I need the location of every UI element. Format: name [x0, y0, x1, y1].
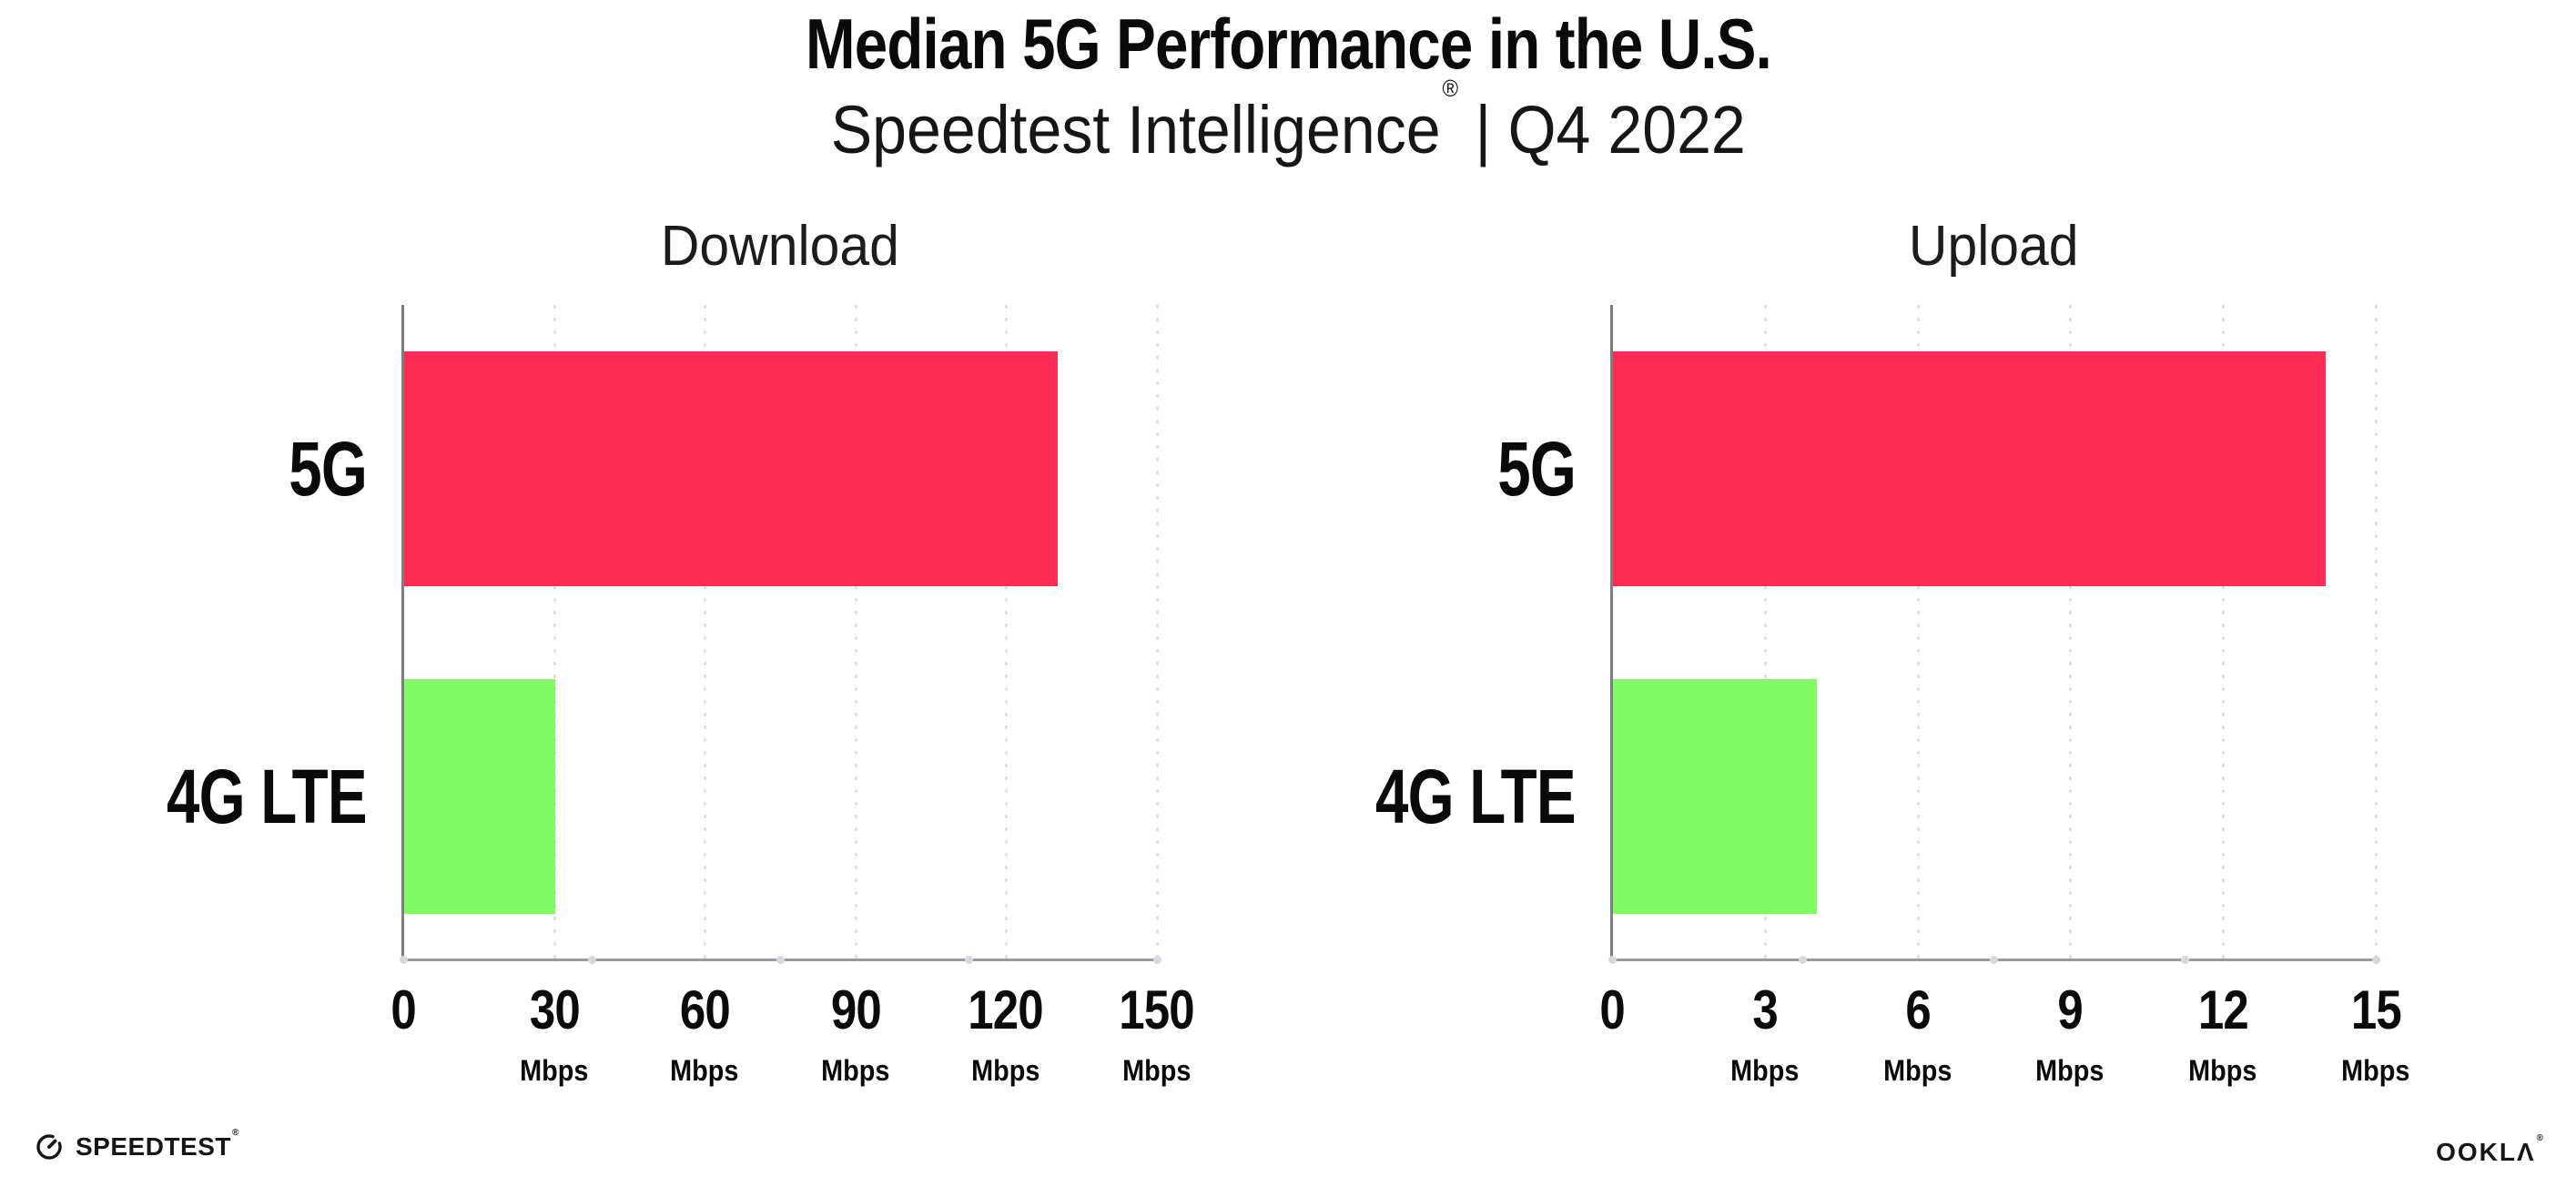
axis-marker-dot: [2181, 956, 2189, 964]
x-tick-value: 6: [1905, 979, 1931, 1040]
page-subtitle-text: Speedtest Intelligence® | Q4 2022: [830, 76, 1746, 167]
x-tick-unit-text: Mbps: [2188, 1054, 2257, 1087]
x-tick-value: 3: [1752, 979, 1778, 1040]
x-tick-label-30-download: 30: [445, 983, 664, 1038]
axis-marker-dot: [776, 956, 785, 964]
x-tick-unit-text: Mbps: [1883, 1054, 1952, 1087]
x-tick-label-9-upload: 9: [1961, 983, 2179, 1038]
axis-marker-dot: [2372, 956, 2380, 964]
gridline-120-download: [1005, 305, 1008, 959]
x-tick-unit-120-download: Mbps: [897, 1056, 1115, 1085]
axis-marker-dot: [1990, 956, 1998, 964]
x-tick-label-60-download: 60: [595, 983, 814, 1038]
gridline-3-upload: [1764, 305, 1767, 959]
subtitle-period: Q4 2022: [1507, 92, 1746, 167]
page-subtitle: Speedtest Intelligence® | Q4 2022: [0, 76, 2576, 167]
x-tick-unit-text: Mbps: [2035, 1054, 2104, 1087]
x-tick-value: 90: [830, 979, 881, 1040]
bar-4g-lte-upload: [1613, 679, 1817, 914]
x-tick-value: 15: [2350, 979, 2401, 1040]
x-tick-unit-text: Mbps: [821, 1054, 890, 1087]
axis-marker-dot: [400, 956, 408, 964]
x-tick-unit-15-upload: Mbps: [2267, 1056, 2485, 1085]
category-label-5g-download: 5G: [3, 426, 368, 512]
x-tick-label-120-download: 120: [897, 983, 1115, 1038]
subtitle-brand: Speedtest Intelligence: [830, 92, 1441, 167]
x-tick-unit-text: Mbps: [670, 1054, 739, 1087]
category-label-4g-lte-download: 4G LTE: [3, 754, 368, 839]
x-tick-unit-6-upload: Mbps: [1809, 1056, 2027, 1085]
x-tick-value: 150: [1119, 979, 1195, 1040]
axis-marker-dot: [1799, 956, 1807, 964]
category-label-text: 5G: [1497, 426, 1577, 512]
gridline-90-download: [855, 305, 857, 959]
ookla-wordmark-text: OOKLΛ: [2436, 1138, 2536, 1166]
x-tick-label-0-upload: 0: [1503, 983, 1721, 1038]
chart-title-download: Download: [403, 218, 1157, 275]
x-tick-value: 9: [2057, 979, 2083, 1040]
x-tick-label-90-download: 90: [746, 983, 965, 1038]
registered-mark-icon: ®: [1442, 75, 1458, 103]
x-tick-unit-90-download: Mbps: [746, 1056, 965, 1085]
subtitle-separator: |: [1475, 92, 1491, 167]
x-tick-label-15-upload: 15: [2267, 983, 2485, 1038]
category-label-text: 4G LTE: [167, 754, 368, 839]
page-title-text: Median 5G Performance in the U.S.: [805, 4, 1772, 84]
category-label-4g-lte-upload: 4G LTE: [1212, 754, 1577, 839]
ookla-registered-mark-icon: ®: [2536, 1132, 2545, 1143]
x-tick-unit-9-upload: Mbps: [1961, 1056, 2179, 1085]
x-tick-value: 120: [968, 979, 1044, 1040]
gridline-60-download: [704, 305, 706, 959]
x-tick-value: 60: [679, 979, 730, 1040]
speedtest-registered-mark-icon: ®: [231, 1127, 239, 1138]
bar-5g-upload: [1613, 351, 2326, 586]
x-tick-label-0-download: 0: [294, 983, 512, 1038]
x-tick-label-12-upload: 12: [2114, 983, 2332, 1038]
axis-marker-dot: [588, 956, 596, 964]
x-tick-unit-text: Mbps: [2341, 1054, 2410, 1087]
x-tick-value: 0: [1599, 979, 1625, 1040]
x-tick-unit-12-upload: Mbps: [2114, 1056, 2332, 1085]
x-tick-value: 30: [529, 979, 580, 1040]
ookla-logo: OOKLΛ®: [2436, 1133, 2545, 1167]
gridline-15-upload: [2375, 305, 2378, 959]
x-tick-unit-3-upload: Mbps: [1656, 1056, 1874, 1085]
x-tick-value: 12: [2197, 979, 2248, 1040]
x-tick-unit-text: Mbps: [1730, 1054, 1800, 1087]
axis-marker-dot: [1608, 956, 1617, 964]
x-tick-label-6-upload: 6: [1809, 983, 2027, 1038]
x-tick-label-3-upload: 3: [1656, 983, 1874, 1038]
bar-4g-lte-download: [404, 679, 555, 914]
gridline-150-download: [1156, 305, 1159, 959]
bar-5g-download: [404, 351, 1058, 586]
y-axis-upload: [1610, 305, 1613, 961]
gridline-12-upload: [2222, 305, 2225, 959]
x-tick-unit-30-download: Mbps: [445, 1056, 664, 1085]
chart-title-upload: Upload: [1612, 218, 2376, 275]
x-tick-unit-text: Mbps: [520, 1054, 589, 1087]
speedtest-wordmark-text: SPEEDTEST: [76, 1132, 231, 1161]
page-title: Median 5G Performance in the U.S.: [0, 5, 2576, 84]
x-tick-label-150-download: 150: [1048, 983, 1266, 1038]
x-tick-unit-60-download: Mbps: [595, 1056, 814, 1085]
gridline-9-upload: [2069, 305, 2072, 959]
x-tick-value: 0: [390, 979, 416, 1040]
speedtest-logo: SPEEDTEST®: [35, 1128, 239, 1161]
y-axis-download: [401, 305, 404, 961]
axis-marker-dot: [965, 956, 973, 964]
speedtest-gauge-icon: [36, 1134, 62, 1160]
category-label-text: 4G LTE: [1375, 754, 1577, 839]
axis-marker-dot: [1153, 956, 1161, 964]
x-tick-unit-150-download: Mbps: [1048, 1056, 1266, 1085]
gridline-30-download: [553, 305, 556, 959]
x-tick-unit-text: Mbps: [1122, 1054, 1192, 1087]
chart-title-text-download: Download: [661, 215, 899, 278]
chart-title-text-upload: Upload: [1909, 215, 2079, 278]
gridline-6-upload: [1917, 305, 1920, 959]
category-label-5g-upload: 5G: [1212, 426, 1577, 512]
x-tick-unit-text: Mbps: [971, 1054, 1040, 1087]
speedtest-wordmark: SPEEDTEST®: [76, 1128, 239, 1161]
category-label-text: 5G: [289, 426, 368, 512]
